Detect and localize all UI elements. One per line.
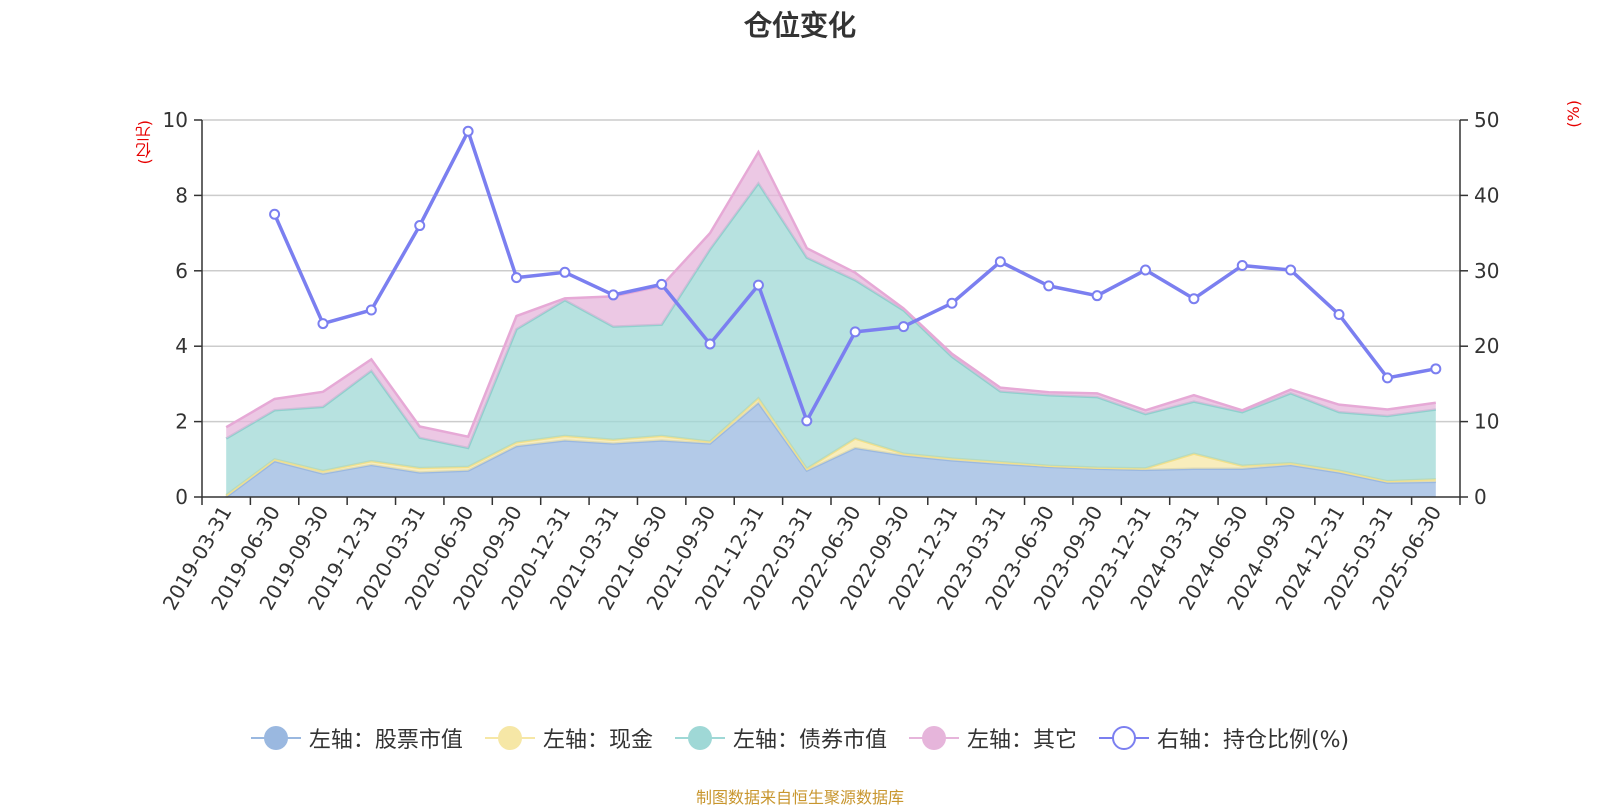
right-tick-label: 0 (1474, 485, 1487, 509)
ratio-point (898, 321, 910, 333)
legend-bond-label: 左轴：债券市值 (732, 728, 887, 753)
left-tick-label: 4 (175, 334, 188, 358)
left-tick-label: 2 (175, 410, 188, 434)
legend-cash-label: 左轴：现金 (542, 728, 653, 753)
legend-ratio-icon (1098, 725, 1149, 751)
ratio-point (462, 125, 474, 137)
chart-title: 仓位变化 (743, 9, 856, 42)
ratio-point (1430, 363, 1442, 375)
ratio-point (801, 415, 813, 427)
legend-item-ratio[interactable]: 右轴：持仓比例(%) (1098, 722, 1350, 754)
legend-cash-icon (484, 725, 535, 751)
line-other (225, 149, 1436, 439)
legend-item-cash[interactable]: 左轴：现金 (484, 722, 653, 754)
left-tick-label: 6 (175, 259, 188, 283)
ratio-point (1091, 290, 1103, 302)
ratio-point (994, 256, 1006, 268)
right-tick-label: 40 (1474, 183, 1499, 207)
legend-stock-icon (250, 725, 301, 751)
legend-bond-icon (674, 725, 725, 751)
ratio-point (1140, 264, 1151, 276)
right-tick-label: 10 (1474, 410, 1499, 434)
legend-ratio-label: 右轴：持仓比例(%) (1156, 728, 1350, 753)
source-note: 制图数据来自恒生聚源数据库 (695, 788, 904, 807)
ratio-point (1043, 280, 1055, 292)
area-stock (226, 402, 1436, 497)
ratio-point (656, 278, 668, 290)
ratio-point (752, 279, 764, 291)
ratio-point (269, 208, 281, 220)
ratio-point (559, 266, 571, 278)
ratio-point (414, 220, 426, 232)
right-tick-label: 20 (1474, 334, 1499, 358)
ratio-point (607, 289, 619, 301)
ratio-point (365, 304, 377, 316)
ratio-point (704, 338, 716, 350)
ratio-point (849, 326, 861, 338)
left-tick-label: 10 (163, 108, 188, 132)
legend-stock-label: 左轴：股票市值 (308, 728, 463, 753)
ratio-point (511, 272, 522, 284)
ratio-point (1188, 293, 1200, 305)
right-tick-label: 50 (1474, 108, 1499, 132)
legend-item-bond[interactable]: 左轴：债券市值 (674, 722, 887, 754)
ratio-point (1333, 309, 1345, 321)
ratio-point (317, 318, 329, 330)
legend-item-other[interactable]: 左轴：其它 (908, 722, 1077, 754)
chart-plot: 0246810010203040502019-03-312019-06-3020… (158, 108, 1500, 614)
legend-item-stock[interactable]: 左轴：股票市值 (250, 722, 463, 754)
right-tick-label: 30 (1474, 259, 1499, 283)
legend: 左轴：股票市值 左轴：现金 左轴：债券市值 左轴：其它 右轴：持仓比例(%) (0, 722, 1600, 754)
ratio-point (1381, 372, 1393, 384)
left-tick-label: 8 (175, 183, 188, 207)
legend-other-icon (908, 725, 959, 751)
ratio-point (946, 297, 958, 309)
left-tick-label: 0 (175, 485, 188, 509)
area-bond (226, 183, 1436, 496)
ratio-point (1236, 260, 1248, 272)
legend-other-label: 左轴：其它 (966, 728, 1077, 753)
ratio-point (1285, 264, 1297, 276)
